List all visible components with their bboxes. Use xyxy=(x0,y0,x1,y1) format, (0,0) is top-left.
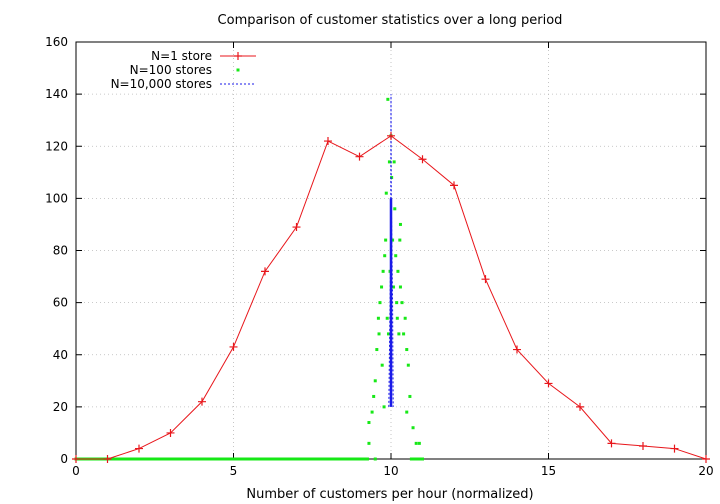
series-1-point xyxy=(702,455,710,463)
series-100-point xyxy=(387,160,391,164)
series-1-point xyxy=(166,428,175,437)
series-100-point xyxy=(395,301,399,305)
series-1-point xyxy=(513,345,521,354)
series-100-point xyxy=(384,238,388,242)
y-tick-label: 0 xyxy=(60,452,68,466)
x-axis-label: Number of customers per hour (normalized… xyxy=(246,487,533,502)
series-100-point xyxy=(370,410,374,414)
series-1-point xyxy=(450,181,458,190)
series-100-point xyxy=(385,316,389,320)
x-tick-label: 0 xyxy=(72,464,80,478)
series-10000-band xyxy=(389,198,393,407)
series-100-point xyxy=(384,191,388,195)
series-1-point xyxy=(544,379,553,388)
series-100-point xyxy=(406,363,410,367)
x-tick-label: 20 xyxy=(698,464,713,478)
series-100-point xyxy=(373,379,377,383)
x-tick-label: 5 xyxy=(230,464,238,478)
series-100-point xyxy=(386,332,390,336)
series-100-point xyxy=(367,421,371,425)
series-100-point xyxy=(408,394,412,398)
series-1-point xyxy=(355,152,364,161)
series-100-point xyxy=(392,285,396,289)
x-tick-label: 10 xyxy=(383,464,398,478)
y-tick-label: 60 xyxy=(53,296,68,310)
y-tick-label: 40 xyxy=(53,348,68,362)
series-100-point xyxy=(391,238,395,242)
x-tick-label: 15 xyxy=(541,464,556,478)
series-100-point xyxy=(405,410,409,414)
series-10000-line xyxy=(388,94,394,407)
series-1-point xyxy=(72,455,80,463)
series-100-point xyxy=(400,301,404,305)
series-100-point xyxy=(392,160,396,164)
legend-label: N=10,000 stores xyxy=(111,77,212,91)
series-100-point xyxy=(411,426,415,430)
y-tick-label: 140 xyxy=(45,87,68,101)
series-1-point xyxy=(607,439,616,448)
series-100-point xyxy=(402,332,406,336)
legend-marker xyxy=(236,68,240,72)
series-100-point xyxy=(383,254,387,258)
series-100-point xyxy=(386,97,390,101)
series-100-point xyxy=(398,238,402,242)
series-1-point xyxy=(387,131,395,140)
series-1-point xyxy=(481,275,490,284)
y-tick-label: 100 xyxy=(45,191,68,205)
series-100-point xyxy=(372,394,376,398)
y-tick-label: 120 xyxy=(45,139,68,153)
series-100-point xyxy=(382,405,386,409)
y-tick-label: 20 xyxy=(53,400,68,414)
series-100-point xyxy=(376,316,380,320)
series-100-point xyxy=(373,457,377,461)
chart-title: Comparison of customer statistics over a… xyxy=(218,13,563,28)
series-1-point xyxy=(198,397,206,406)
series-1-point xyxy=(261,267,269,276)
y-tick-label: 160 xyxy=(45,35,68,49)
series-1-point xyxy=(418,155,427,164)
series-1-point xyxy=(670,444,679,453)
series-100-point xyxy=(397,332,401,336)
series-1-point xyxy=(103,455,112,463)
series-100-point xyxy=(405,348,409,352)
series-100-point xyxy=(396,269,400,273)
series-100-point xyxy=(377,332,381,336)
legend-marker xyxy=(234,52,242,60)
series-100-point xyxy=(398,285,402,289)
series-1-point xyxy=(135,444,143,453)
y-tick-label: 80 xyxy=(53,244,68,258)
series-100-point xyxy=(403,316,407,320)
series-1-point xyxy=(639,441,647,450)
series-100-point xyxy=(394,254,398,258)
series-100-point xyxy=(380,285,384,289)
legend-label: N=100 stores xyxy=(130,63,212,77)
series-100-point xyxy=(395,316,399,320)
series-100-point xyxy=(414,441,418,445)
series-100-point xyxy=(381,269,385,273)
series-1-point xyxy=(324,137,332,146)
series-100-point xyxy=(380,363,384,367)
series-100-point xyxy=(398,222,402,226)
series-100-point xyxy=(393,207,397,211)
series-layer xyxy=(72,94,710,463)
grid xyxy=(76,42,706,459)
legend-label: N=1 store xyxy=(151,49,212,63)
series-100-point xyxy=(367,441,371,445)
series-1-point xyxy=(576,402,584,411)
series-100-point xyxy=(375,348,379,352)
series-1-point xyxy=(292,223,301,232)
series-100-point xyxy=(378,301,382,305)
series-1-point xyxy=(229,342,238,351)
series-100-point xyxy=(417,441,421,445)
